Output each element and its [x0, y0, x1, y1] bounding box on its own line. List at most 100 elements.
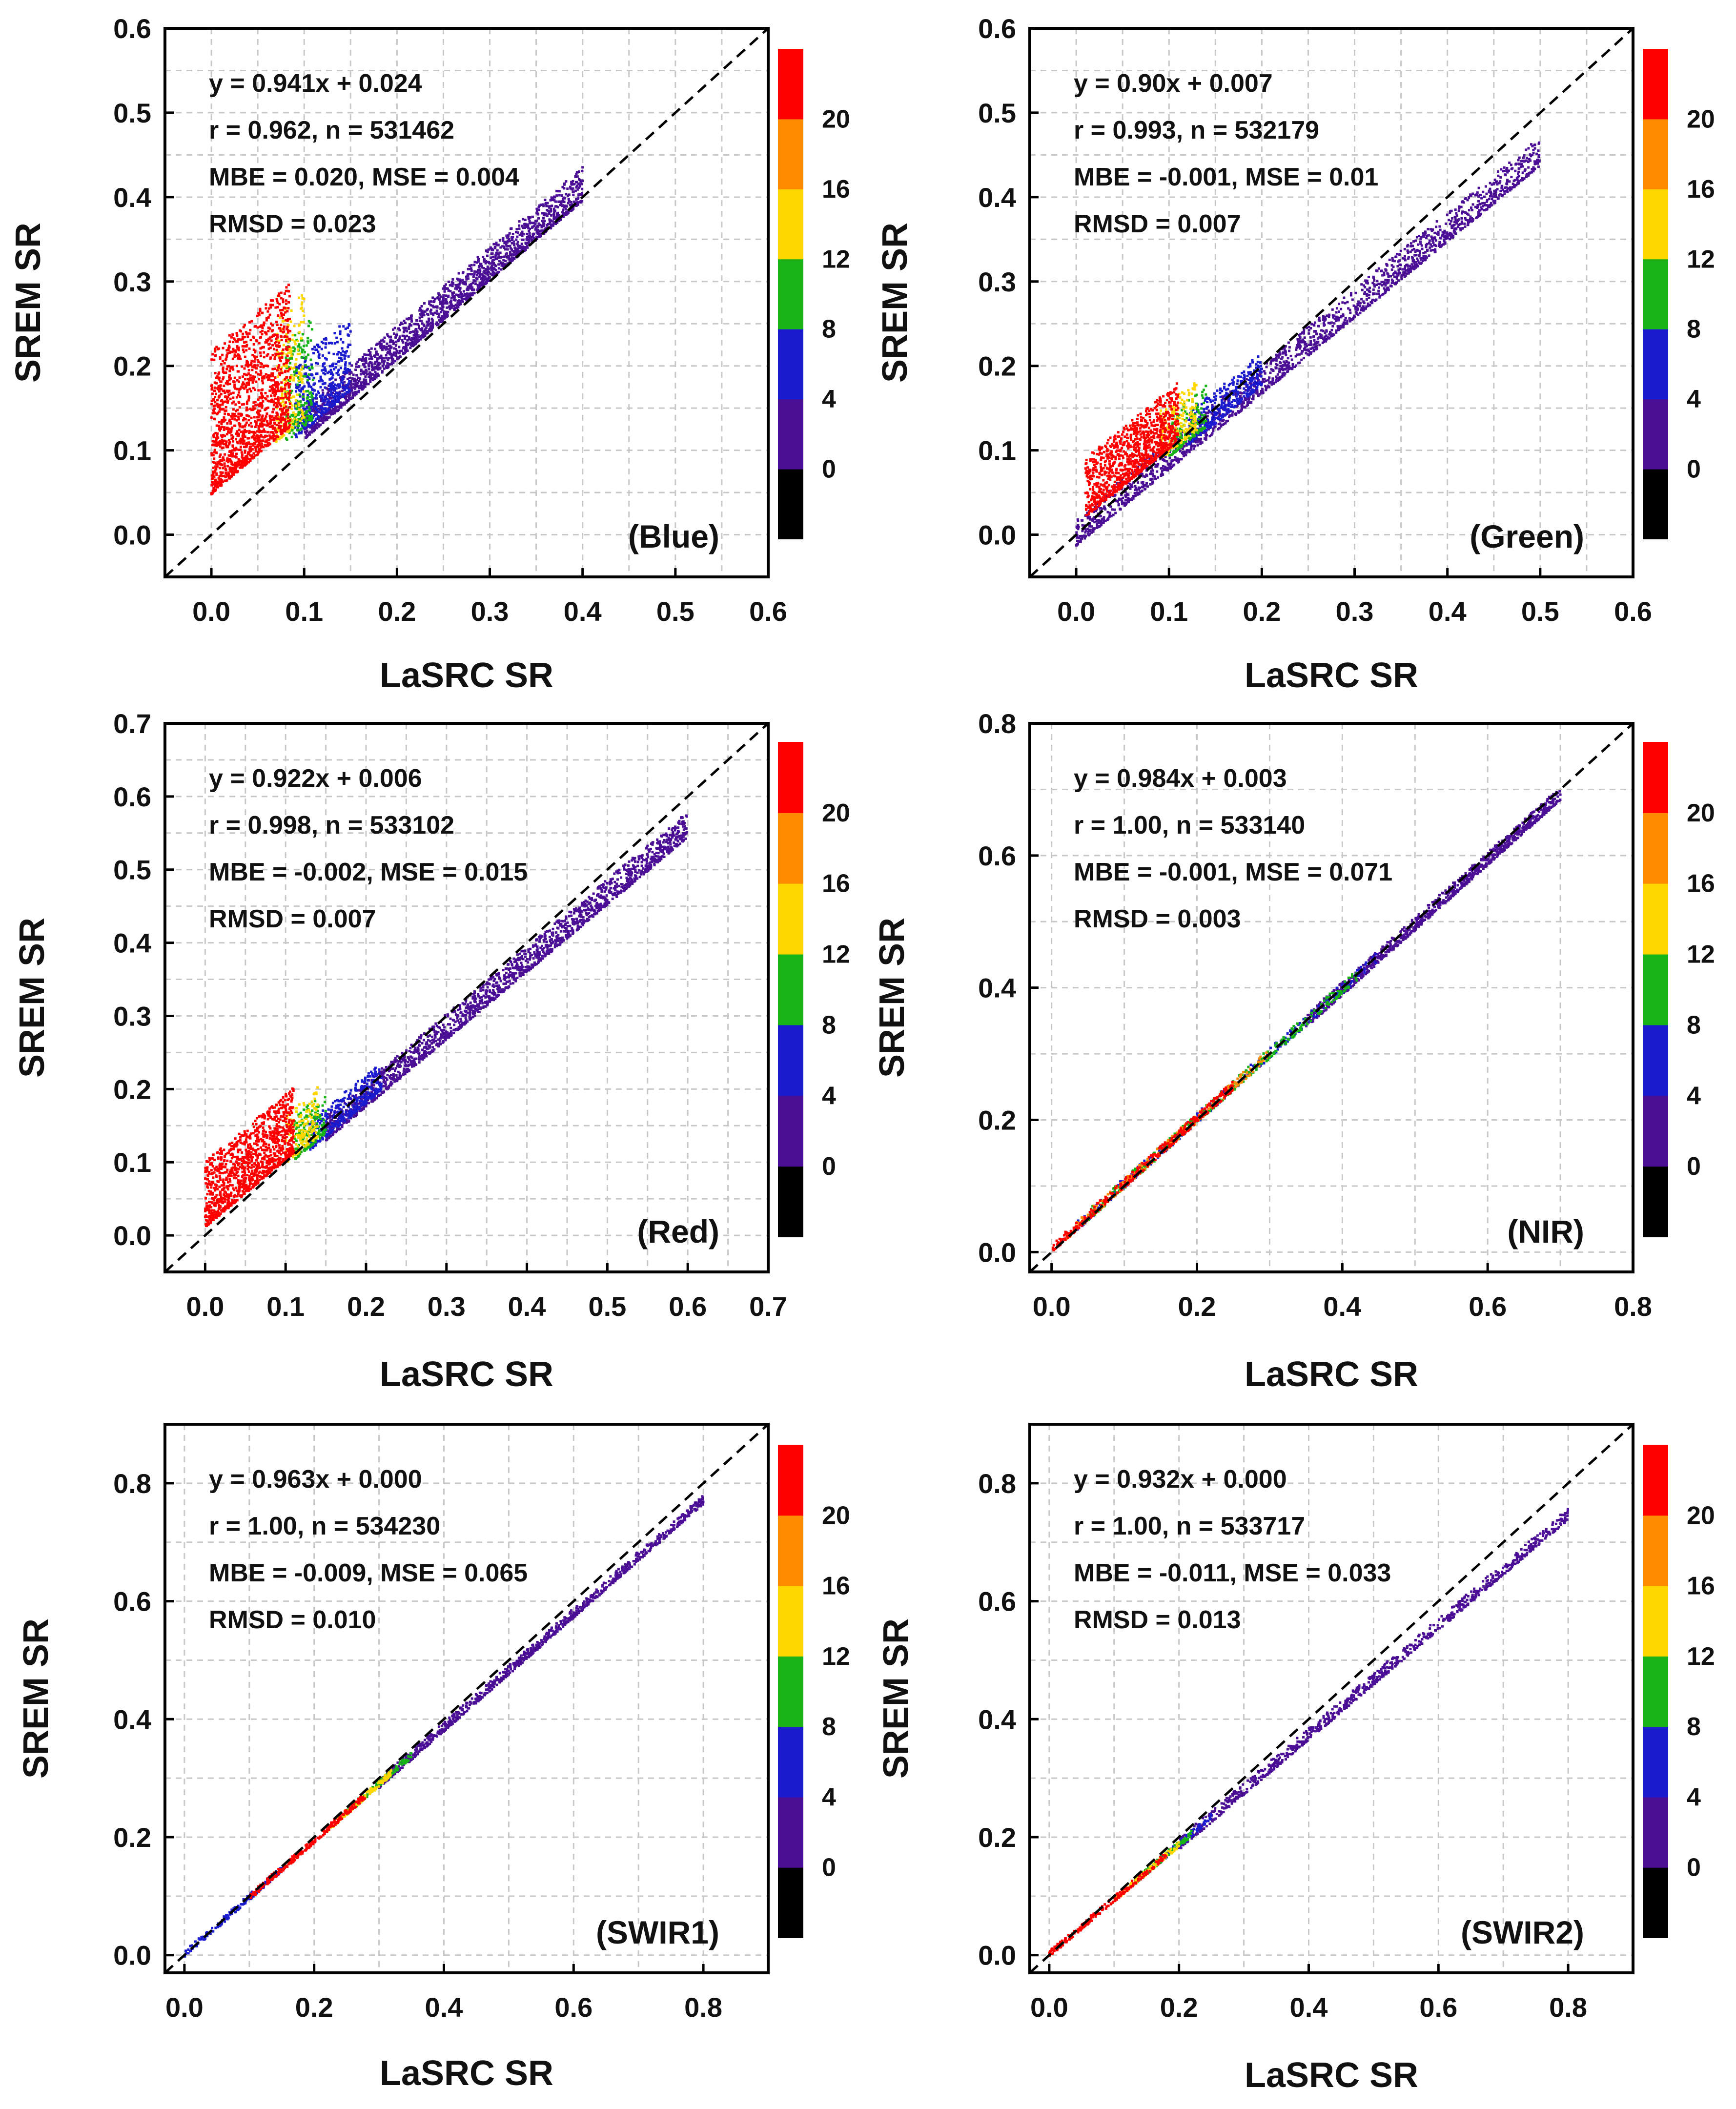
- data-point: [511, 239, 513, 241]
- data-point: [1338, 303, 1340, 305]
- data-point: [507, 240, 509, 242]
- data-point: [445, 294, 447, 297]
- data-point: [1454, 217, 1457, 220]
- data-point: [266, 444, 269, 447]
- data-point: [276, 298, 278, 300]
- data-point: [496, 252, 499, 255]
- data-point: [290, 396, 292, 399]
- data-point: [287, 307, 289, 309]
- data-point: [438, 298, 440, 301]
- data-point: [487, 277, 490, 280]
- data-point: [575, 173, 578, 175]
- data-point: [266, 412, 268, 415]
- data-point: [487, 266, 489, 268]
- data-point: [408, 343, 410, 345]
- data-point: [431, 318, 433, 320]
- band-label: (Blue): [628, 518, 719, 554]
- data-point: [288, 338, 291, 340]
- data-point: [550, 214, 552, 217]
- data-point: [265, 307, 267, 309]
- data-point: [239, 406, 241, 409]
- data-point: [360, 358, 362, 361]
- data-point: [509, 245, 511, 247]
- data-point: [1307, 332, 1310, 335]
- data-point: [243, 351, 245, 353]
- data-point: [264, 444, 266, 446]
- data-point: [358, 358, 360, 361]
- data-point: [281, 371, 284, 374]
- data-point: [250, 320, 253, 323]
- data-point: [259, 448, 261, 450]
- data-point: [373, 355, 375, 357]
- data-point: [334, 408, 337, 410]
- data-point: [1434, 248, 1436, 251]
- data-point: [435, 321, 438, 324]
- data-point: [364, 386, 367, 388]
- data-point: [370, 356, 373, 359]
- data-point: [420, 320, 423, 322]
- data-point: [298, 325, 300, 327]
- data-point: [238, 389, 241, 391]
- data-point: [442, 294, 445, 297]
- x-tick-label: 0.0: [192, 596, 230, 627]
- data-point: [415, 319, 418, 322]
- data-point: [258, 378, 260, 380]
- data-point: [361, 385, 364, 388]
- data-point: [360, 382, 362, 385]
- data-point: [385, 357, 388, 359]
- data-point: [280, 387, 282, 389]
- data-point: [229, 454, 232, 457]
- data-point: [295, 423, 297, 425]
- data-point: [342, 325, 345, 328]
- data-point: [536, 225, 539, 228]
- data-point: [263, 356, 266, 358]
- data-point: [232, 392, 235, 394]
- data-point: [576, 201, 579, 204]
- data-point: [524, 226, 526, 229]
- data-point: [263, 424, 266, 426]
- data-point: [242, 438, 244, 441]
- data-point: [210, 385, 213, 387]
- data-point: [412, 330, 414, 333]
- y-tick-label: 0.0: [113, 520, 151, 551]
- data-point: [558, 194, 561, 197]
- data-point: [322, 372, 325, 374]
- data-point: [1433, 232, 1436, 234]
- data-point: [309, 339, 312, 342]
- data-point: [266, 440, 268, 442]
- data-point: [393, 351, 396, 354]
- data-point: [437, 316, 440, 318]
- data-point: [225, 440, 228, 443]
- data-point: [215, 445, 218, 447]
- data-point: [496, 249, 499, 252]
- data-point: [297, 429, 299, 431]
- data-point: [1427, 228, 1429, 230]
- data-point: [469, 293, 471, 296]
- data-point: [266, 400, 269, 402]
- data-point: [540, 230, 543, 232]
- data-point: [325, 346, 327, 348]
- data-point: [500, 268, 503, 271]
- data-point: [227, 431, 229, 433]
- stats-line: RMSD = 0.023: [209, 210, 376, 238]
- data-point: [274, 376, 276, 379]
- data-point: [469, 268, 471, 270]
- data-point: [304, 361, 306, 363]
- data-point: [248, 369, 250, 371]
- data-point: [295, 405, 297, 408]
- data-point: [480, 278, 482, 280]
- data-point: [311, 348, 314, 350]
- data-point: [281, 392, 284, 395]
- data-point: [528, 239, 530, 241]
- data-point: [558, 190, 561, 192]
- data-point: [285, 286, 287, 288]
- data-point: [280, 324, 282, 326]
- data-point: [315, 362, 317, 365]
- data-point: [490, 252, 493, 255]
- data-point: [512, 250, 514, 252]
- data-point: [350, 364, 353, 367]
- data-point: [216, 403, 219, 405]
- data-point: [290, 357, 293, 360]
- data-point: [268, 415, 271, 417]
- data-point: [297, 386, 300, 389]
